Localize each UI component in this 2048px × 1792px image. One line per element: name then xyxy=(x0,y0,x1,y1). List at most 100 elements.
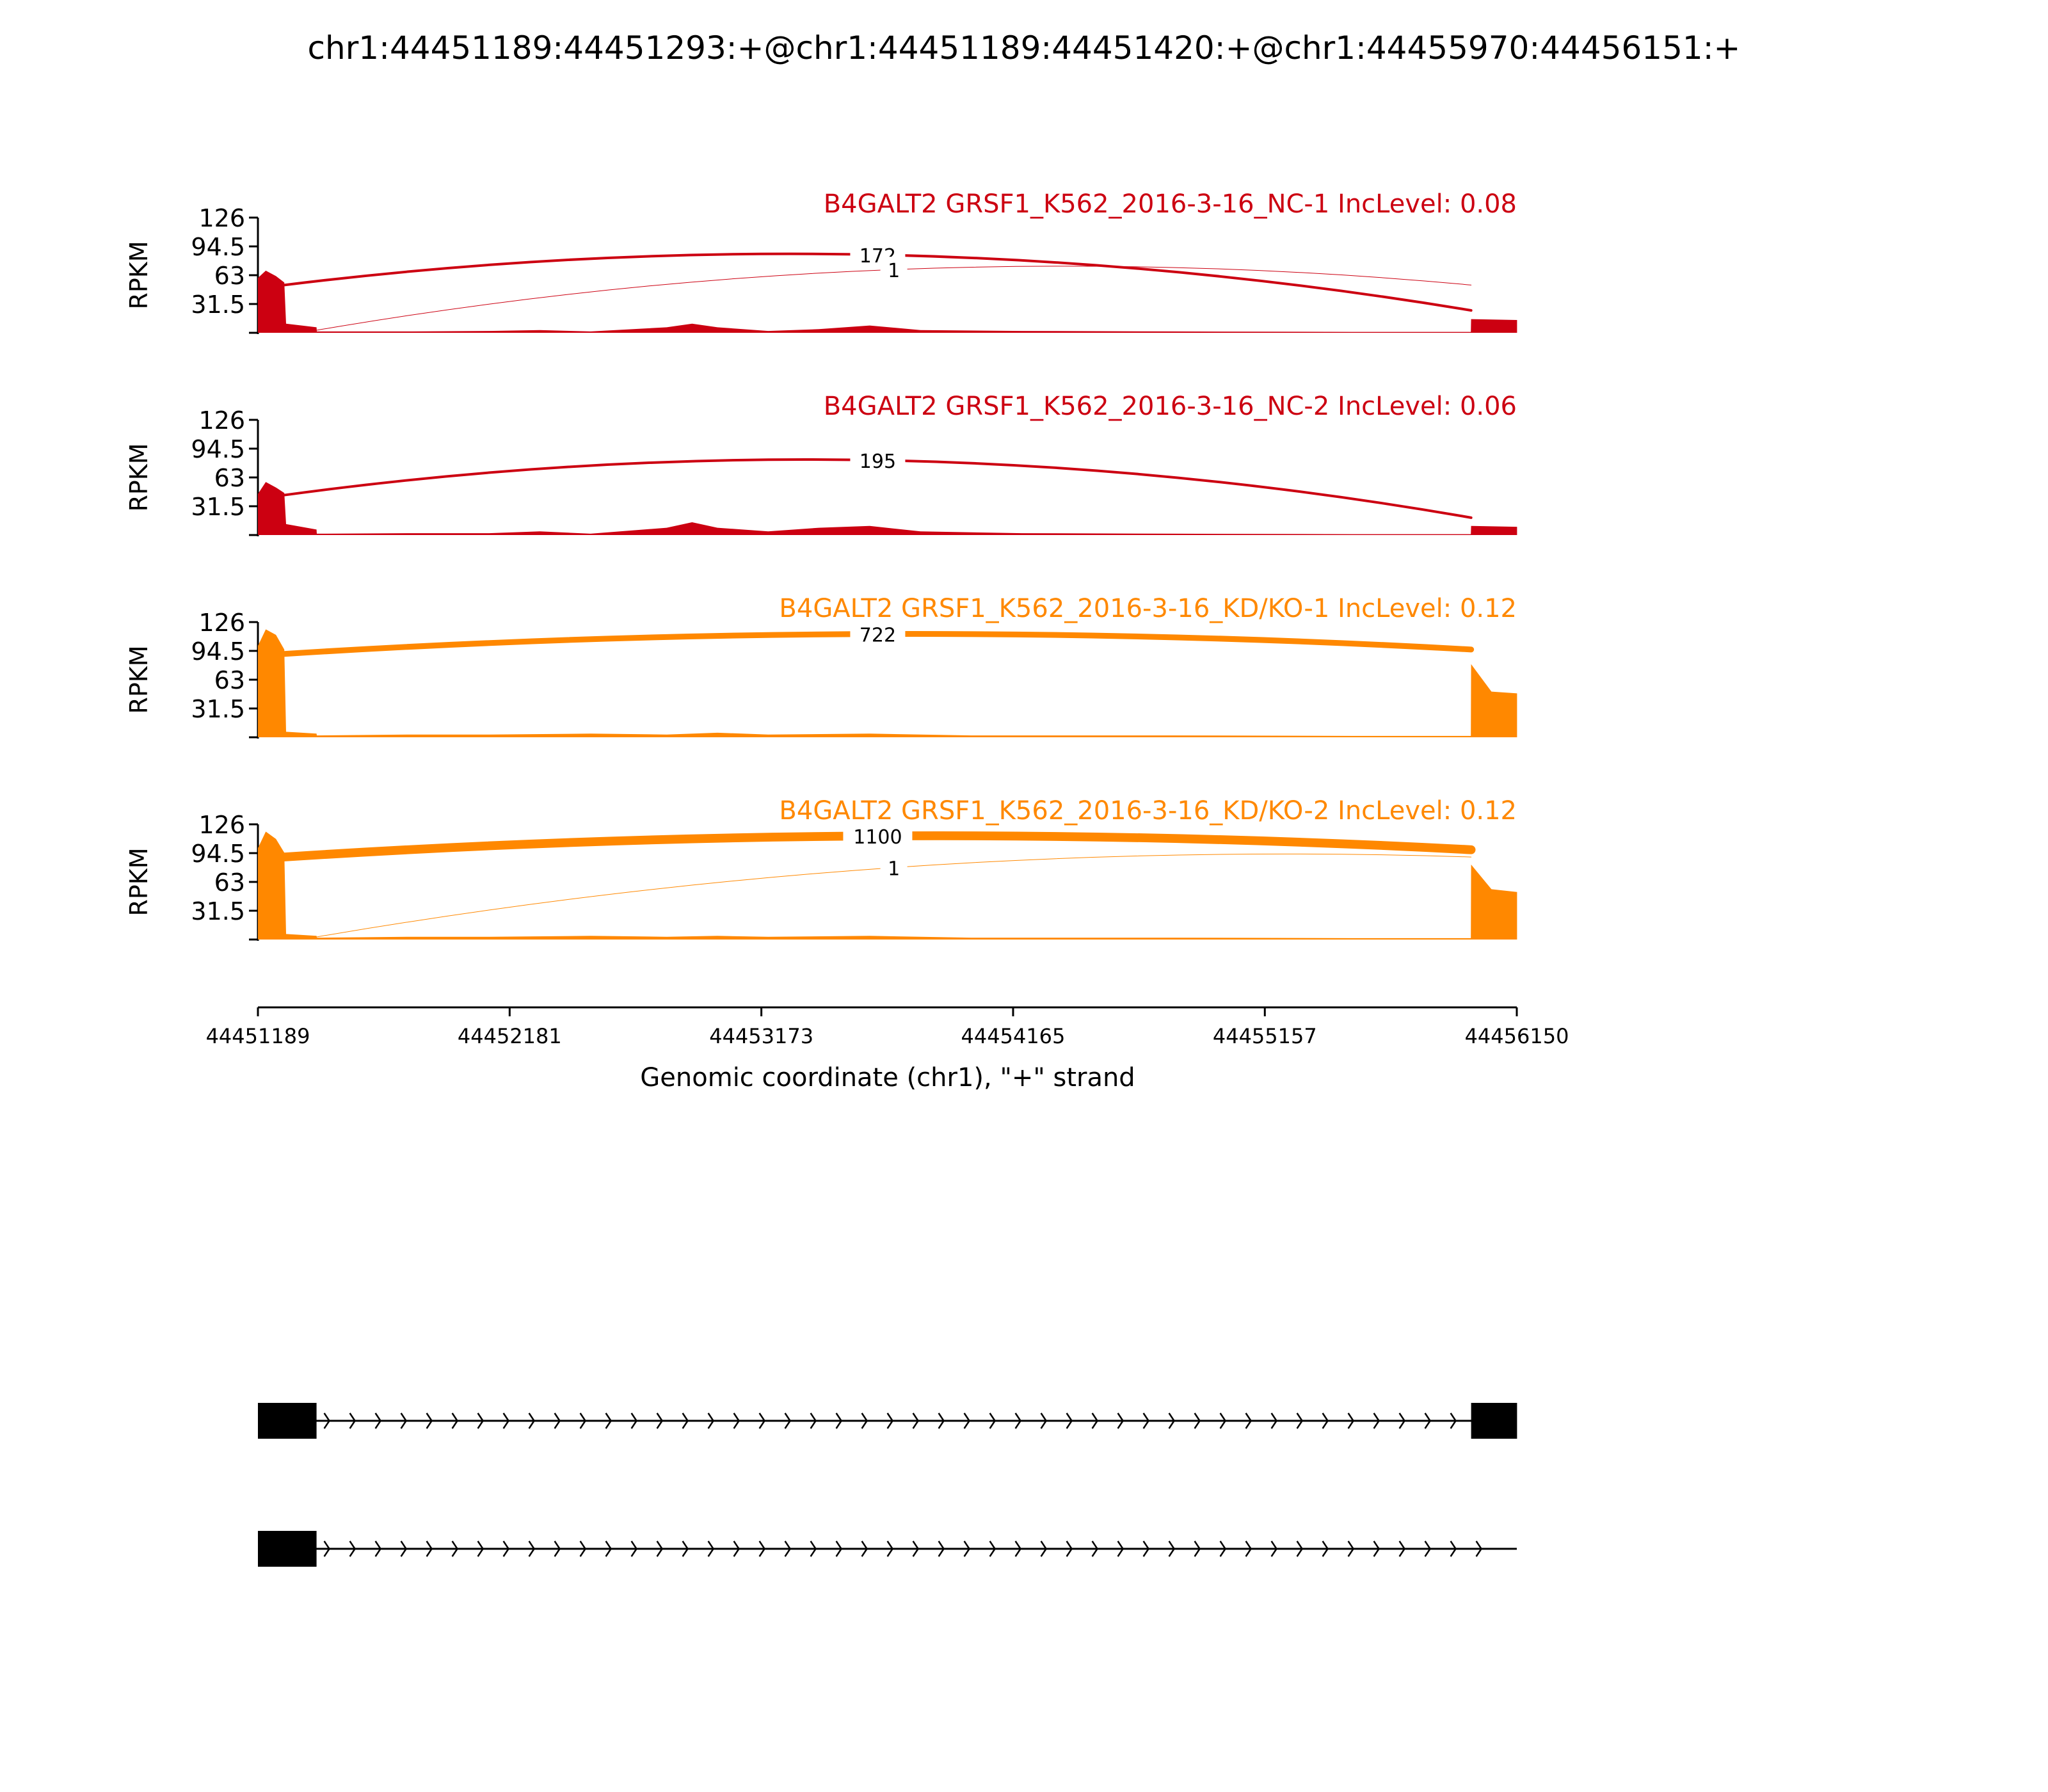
y-axis-label: RPKM xyxy=(125,847,153,916)
strand-arrow-icon xyxy=(1373,1540,1380,1557)
strand-arrow-icon xyxy=(963,1412,971,1429)
junction-count-box xyxy=(843,823,913,848)
x-tick-label: 44456150 xyxy=(1465,1024,1569,1048)
x-tick-label: 44453173 xyxy=(709,1024,813,1048)
x-axis: 44451189 44452181 44453173 44454165 44455157… xyxy=(206,1006,1569,1048)
figure-title: chr1:44451189:44451293:+@chr1:44451189:4… xyxy=(308,29,1741,67)
series-title: B4GALT2 GRSF1_K562_2016-3-16_KD/KO-2 Inc… xyxy=(779,796,1517,826)
junction-count-label: 195 xyxy=(860,451,896,473)
strand-arrow-icon xyxy=(1142,1540,1150,1557)
y-tick-label: 31.5 xyxy=(191,695,245,723)
y-tick-label: 31.5 xyxy=(191,291,245,319)
strand-arrow-icon xyxy=(810,1412,817,1429)
strand-arrow-icon xyxy=(1091,1412,1099,1429)
strand-arrow-icon xyxy=(656,1412,664,1429)
strand-arrow-icon xyxy=(477,1412,484,1429)
strand-arrow-icon xyxy=(349,1412,356,1429)
strand-arrow-icon xyxy=(528,1412,536,1429)
x-tick-label: 44451189 xyxy=(206,1024,310,1048)
strand-arrow-icon xyxy=(861,1540,868,1557)
strand-arrow-icon xyxy=(1245,1412,1252,1429)
series-title: B4GALT2 GRSF1_K562_2016-3-16_NC-2 IncLev… xyxy=(824,392,1517,421)
strand-arrow-icon xyxy=(1066,1412,1073,1429)
strand-arrow-icon xyxy=(733,1412,740,1429)
strand-arrow-icon xyxy=(758,1412,766,1429)
strand-arrow-icon xyxy=(1322,1412,1329,1429)
exon-block xyxy=(258,1531,317,1567)
strand-arrow-icon xyxy=(835,1540,843,1557)
transcript-model xyxy=(258,1531,1517,1567)
strand-arrow-icon xyxy=(886,1412,894,1429)
x-tick-label: 44452181 xyxy=(458,1024,562,1048)
x-axis-label: Genomic coordinate (chr1), "+" strand xyxy=(640,1063,1135,1092)
strand-arrow-icon xyxy=(861,1412,868,1429)
y-tick-label: 94.5 xyxy=(191,637,245,666)
junction-count-box xyxy=(850,447,906,472)
strand-arrow-icon xyxy=(1168,1540,1176,1557)
strand-arrow-icon xyxy=(835,1412,843,1429)
strand-arrow-icon xyxy=(682,1412,689,1429)
junction-count-label: 1 xyxy=(888,260,900,282)
y-tick-label: 126 xyxy=(198,406,245,435)
strand-arrow-icon xyxy=(630,1412,638,1429)
strand-arrow-icon xyxy=(1398,1540,1406,1557)
junction-count-box xyxy=(880,854,908,879)
junction-count-label: 722 xyxy=(860,625,896,647)
coverage-area xyxy=(258,482,1517,535)
strand-arrow-icon xyxy=(374,1540,382,1557)
strand-arrow-icon xyxy=(1270,1540,1278,1557)
strand-arrow-icon xyxy=(1066,1540,1073,1557)
strand-arrow-icon xyxy=(1194,1540,1201,1557)
strand-arrow-icon xyxy=(1270,1412,1278,1429)
strand-arrow-icon xyxy=(1219,1412,1227,1429)
strand-arrow-icon xyxy=(1322,1540,1329,1557)
strand-arrow-icon xyxy=(477,1540,484,1557)
transcript-model xyxy=(258,1403,1517,1439)
junction-count-label: 1 xyxy=(888,858,900,881)
strand-arrow-icon xyxy=(323,1412,331,1429)
strand-arrow-icon xyxy=(1142,1412,1150,1429)
strand-arrow-icon xyxy=(630,1540,638,1557)
y-tick-label: 94.5 xyxy=(191,840,245,868)
strand-arrow-icon xyxy=(1168,1412,1176,1429)
strand-arrow-icon xyxy=(1091,1540,1099,1557)
strand-arrow-icon xyxy=(1347,1412,1355,1429)
strand-arrow-icon xyxy=(1347,1540,1355,1557)
strand-arrow-icon xyxy=(1014,1412,1022,1429)
strand-arrow-icon xyxy=(707,1412,715,1429)
strand-arrow-icon xyxy=(963,1540,971,1557)
strand-arrow-icon xyxy=(1450,1412,1457,1429)
strand-arrow-icon xyxy=(374,1412,382,1429)
strand-arrow-icon xyxy=(451,1540,459,1557)
strand-arrow-icon xyxy=(605,1412,612,1429)
strand-arrow-icon xyxy=(554,1540,561,1557)
strand-arrow-icon xyxy=(605,1540,612,1557)
strand-arrow-icon xyxy=(1424,1412,1432,1429)
strand-arrow-icon xyxy=(528,1540,536,1557)
strand-arrow-icon xyxy=(1373,1412,1380,1429)
strand-arrow-icon xyxy=(1398,1412,1406,1429)
strand-arrow-icon xyxy=(426,1540,433,1557)
strand-arrow-icon xyxy=(784,1540,792,1557)
strand-arrow-icon xyxy=(989,1412,996,1429)
series-title: B4GALT2 GRSF1_K562_2016-3-16_KD/KO-1 Inc… xyxy=(779,594,1517,623)
strand-arrow-icon xyxy=(1117,1540,1124,1557)
strand-arrow-icon xyxy=(656,1540,664,1557)
strand-arrow-icon xyxy=(758,1540,766,1557)
strand-arrow-icon xyxy=(426,1412,433,1429)
y-axis-label: RPKM xyxy=(125,443,153,511)
strand-arrow-icon xyxy=(989,1540,996,1557)
strand-arrow-icon xyxy=(1424,1540,1432,1557)
y-tick-label: 31.5 xyxy=(191,493,245,521)
y-tick-label: 126 xyxy=(198,811,245,839)
strand-arrow-icon xyxy=(1219,1540,1227,1557)
strand-arrow-icon xyxy=(1450,1540,1457,1557)
strand-arrow-icon xyxy=(451,1412,459,1429)
y-tick-label: 63 xyxy=(214,262,245,290)
exon-block xyxy=(258,1403,317,1439)
